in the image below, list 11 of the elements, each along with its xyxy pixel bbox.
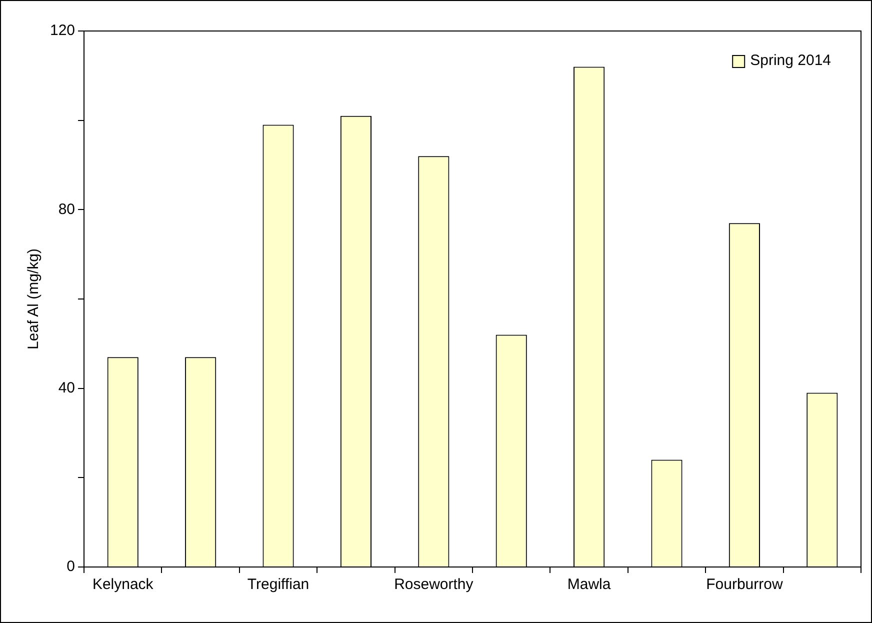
y-tick-label: 80: [58, 200, 76, 218]
x-tick-label: Fourburrow: [706, 576, 783, 594]
x-tick-label: Tregiffian: [247, 576, 310, 594]
y-tick-label: 120: [50, 22, 76, 40]
legend-label: Spring 2014: [750, 52, 832, 70]
y-tick-label: 40: [58, 379, 76, 396]
x-tick-label: Kelynack: [92, 576, 154, 594]
y-axis-title: Leaf Al (mg/kg): [25, 248, 42, 350]
x-tick-label: Mawla: [567, 576, 612, 594]
y-tick-label: 0: [66, 558, 76, 576]
x-tick-label: Roseworthy: [394, 576, 474, 594]
